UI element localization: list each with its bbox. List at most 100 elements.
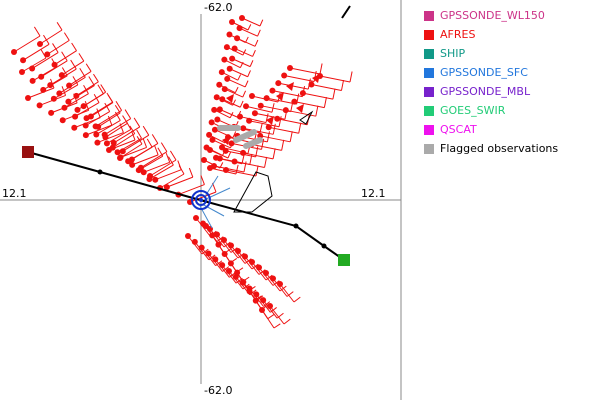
observation-point (11, 49, 17, 55)
wind-barb-flag (178, 161, 182, 170)
observation-point (287, 65, 293, 71)
observation-point (214, 94, 220, 100)
observation-point (243, 103, 249, 109)
observation-point (219, 262, 225, 268)
legend-label: GPSSONDE_SFC (440, 66, 528, 79)
observation-point (219, 69, 225, 75)
wind-barb-flag (245, 37, 248, 43)
wind-barb-flag (248, 70, 251, 76)
wind-barb-flag (57, 22, 62, 30)
observation-point (253, 291, 259, 297)
observation-point (228, 243, 234, 249)
observation-point (267, 303, 273, 309)
legend-swatch (424, 11, 434, 21)
observation-point (224, 76, 230, 82)
legend-label: GOES_SWIR (440, 104, 505, 117)
wind-barb-flag (89, 77, 95, 86)
wind-barb-shaft (235, 161, 265, 167)
wind-barb-shaft (59, 77, 85, 93)
legend-item-ship[interactable]: SHIP (424, 46, 596, 61)
observation-point (19, 69, 25, 75)
observation-point (222, 251, 228, 257)
storm-track (22, 146, 350, 266)
legend-item-qscat[interactable]: QSCAT (424, 122, 596, 137)
axis-label-right: 12.1 (361, 187, 386, 200)
wind-barb-flag (34, 27, 40, 36)
observation-point (81, 103, 87, 109)
observation-point (240, 279, 246, 285)
observation-barbs (11, 15, 352, 328)
observation-point (192, 239, 198, 245)
legend-item-afres[interactable]: AFRES (424, 27, 596, 42)
wind-barb-shaft (311, 85, 341, 91)
legend-item-gpssonde-mbl[interactable]: GPSSONDE_MBL (424, 84, 596, 99)
observation-point (48, 110, 54, 116)
axis-label-top: -62.0 (204, 1, 232, 14)
wind-barb-flag (248, 24, 251, 30)
observation-point (102, 134, 108, 140)
wind-barb-shaft (76, 82, 98, 96)
wind-barb-flag (245, 81, 248, 87)
observation-point (226, 268, 232, 274)
legend-swatch (424, 30, 434, 40)
wind-barb-flag (155, 146, 159, 155)
wind-barb-shaft (14, 36, 40, 52)
wind-barb-flag (170, 151, 176, 160)
observation-point (95, 124, 101, 130)
legend-swatch (424, 68, 434, 78)
observation-point (253, 298, 259, 304)
axis-label-left: 12.1 (2, 187, 27, 200)
observation-point (141, 169, 147, 175)
wind-barb-shaft (303, 93, 333, 99)
track-point (322, 244, 327, 249)
wind-barb-flag (250, 60, 253, 66)
observation-point (281, 73, 287, 79)
observation-point (211, 107, 217, 113)
wind-flag-pennant (286, 82, 294, 91)
storm-center-dot (199, 198, 203, 202)
legend-swatch (424, 125, 434, 135)
legend-item-flagged[interactable]: Flagged observations (424, 141, 596, 156)
observation-point (206, 132, 212, 138)
observation-point (209, 232, 215, 238)
observation-point (249, 259, 255, 265)
observation-point (263, 270, 269, 276)
wind-barb-flag (284, 319, 290, 324)
observation-point (25, 95, 31, 101)
observation-point (201, 157, 207, 163)
legend-label: QSCAT (440, 123, 477, 136)
observation-point (193, 215, 199, 221)
wind-barb-flag (260, 20, 263, 26)
legend-item-goes-swir[interactable]: GOES_SWIR (424, 103, 596, 118)
observation-point (277, 281, 283, 287)
observation-point (212, 256, 218, 262)
track-line (28, 152, 344, 260)
observation-point (30, 78, 36, 84)
track-start-marker (22, 146, 34, 158)
observation-point (37, 102, 43, 108)
wind-barb-shaft (91, 103, 113, 117)
wind-barb-flag (228, 152, 231, 158)
legend-item-gpssonde-wl150[interactable]: GPSSONDE_WL150 (424, 8, 596, 23)
wind-barb-flag (64, 33, 69, 41)
observation-point (104, 140, 110, 146)
observation-point (129, 162, 135, 168)
wind-barb-flag (265, 157, 267, 168)
observation-point (258, 103, 264, 109)
legend-item-gpssonde-sfc[interactable]: GPSSONDE_SFC (424, 65, 596, 80)
observation-point (110, 145, 116, 151)
wind-barb-flag (273, 148, 275, 159)
wind-barb-flag (235, 87, 238, 93)
wind-barb-shaft (128, 147, 152, 161)
wind-barb-shaft (320, 76, 350, 82)
wind-flag-pennant (296, 104, 304, 113)
flagged-observation (246, 140, 260, 146)
wind-barb-flag (341, 80, 343, 91)
wind-barb-flag (256, 166, 258, 177)
observation-point (237, 114, 243, 120)
track-end-marker (338, 254, 350, 266)
legend-label: SHIP (440, 47, 465, 60)
observation-point (44, 51, 50, 57)
wind-barb-flag (282, 140, 284, 151)
observation-point (239, 15, 245, 21)
